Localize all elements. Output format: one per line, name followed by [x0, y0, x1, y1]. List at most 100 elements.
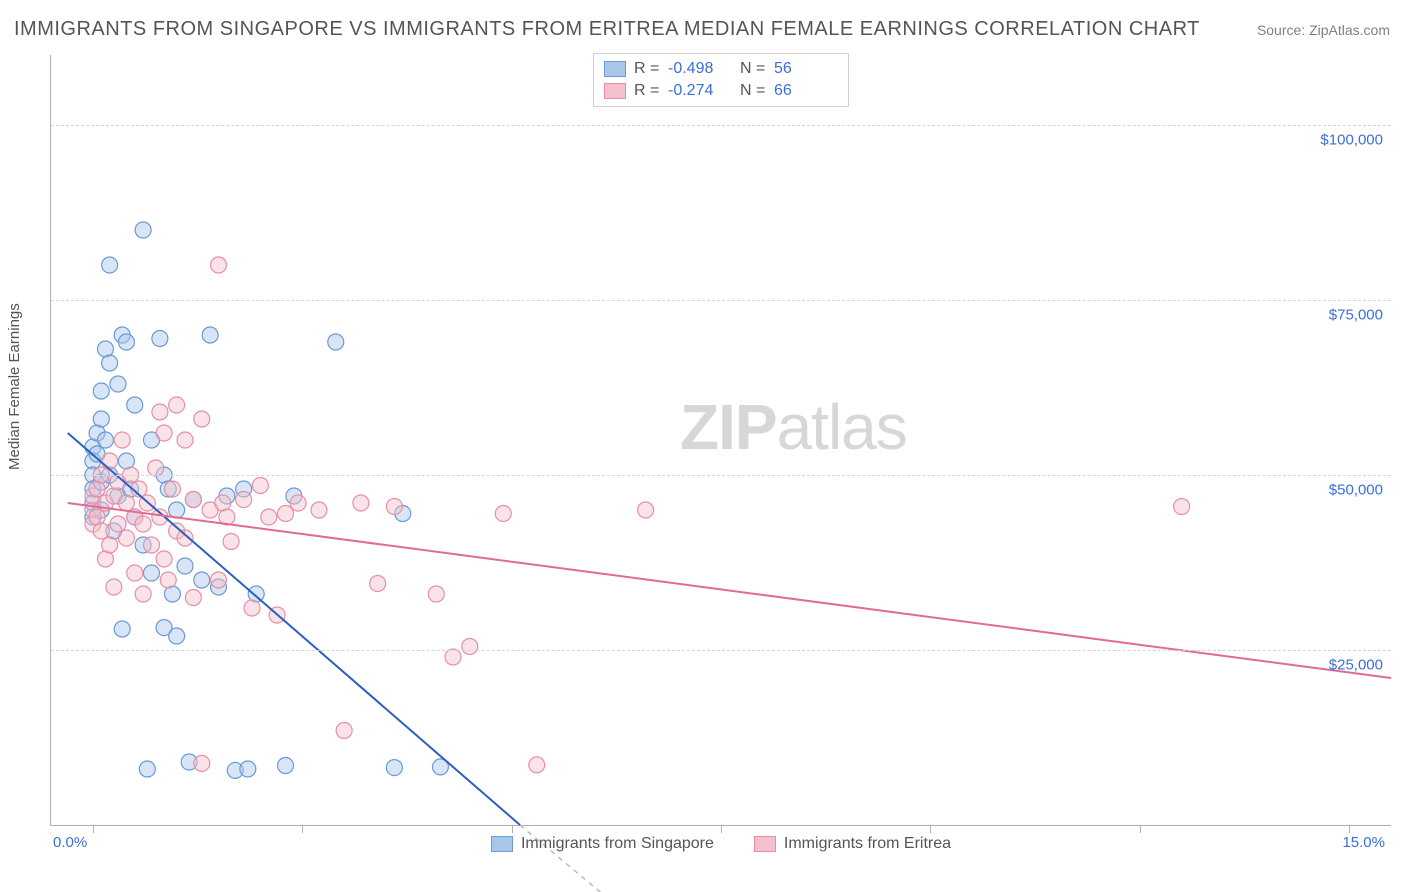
data-point [290, 495, 306, 511]
data-point [110, 516, 126, 532]
data-point [102, 355, 118, 371]
data-point [127, 565, 143, 581]
legend-r-value-eritrea: -0.274 [668, 82, 732, 100]
chart-title: IMMIGRANTS FROM SINGAPORE VS IMMIGRANTS … [14, 18, 1200, 41]
data-point [236, 492, 252, 508]
data-point [495, 506, 511, 522]
data-point [102, 453, 118, 469]
source-label: Source: ZipAtlas.com [1257, 22, 1390, 38]
data-point [97, 432, 113, 448]
data-point [244, 600, 260, 616]
data-point [252, 478, 268, 494]
data-point [1174, 499, 1190, 515]
plot-area: R = -0.498 N = 56 R = -0.274 N = 66 Immi… [50, 55, 1391, 826]
data-point [223, 534, 239, 550]
legend-series: Immigrants from Singapore Immigrants fro… [51, 835, 1391, 853]
legend-swatch-singapore [491, 836, 513, 852]
x-tick [93, 825, 94, 833]
legend-stats-row: R = -0.274 N = 66 [604, 80, 838, 102]
x-tick [930, 825, 931, 833]
data-point [194, 755, 210, 771]
data-point [93, 383, 109, 399]
legend-r-label: R = [634, 82, 660, 100]
legend-label-singapore: Immigrants from Singapore [521, 835, 714, 853]
legend-r-value-singapore: -0.498 [668, 60, 732, 78]
x-tick [1140, 825, 1141, 833]
gridline-h [51, 125, 1391, 126]
data-point [114, 432, 130, 448]
y-tick-label: $25,000 [1329, 657, 1383, 674]
data-point [353, 495, 369, 511]
y-tick-label: $75,000 [1329, 307, 1383, 324]
data-point [144, 537, 160, 553]
data-point [135, 586, 151, 602]
y-axis-label: Median Female Earnings [6, 303, 23, 470]
data-point [445, 649, 461, 665]
data-point [529, 757, 545, 773]
source-link[interactable]: ZipAtlas.com [1309, 22, 1390, 38]
legend-item-eritrea: Immigrants from Eritrea [754, 835, 951, 853]
legend-r-label: R = [634, 60, 660, 78]
legend-swatch-eritrea [604, 83, 626, 99]
data-point [185, 492, 201, 508]
legend-item-singapore: Immigrants from Singapore [491, 835, 714, 853]
data-point [194, 411, 210, 427]
data-point [127, 397, 143, 413]
x-tick [512, 825, 513, 833]
x-tick [302, 825, 303, 833]
data-point [160, 572, 176, 588]
data-point [370, 576, 386, 592]
data-point [177, 432, 193, 448]
data-point [386, 760, 402, 776]
gridline-h [51, 300, 1391, 301]
data-point [102, 537, 118, 553]
data-point [118, 530, 134, 546]
source-prefix: Source: [1257, 22, 1309, 38]
x-tick [1349, 825, 1350, 833]
data-point [148, 460, 164, 476]
data-point [135, 222, 151, 238]
data-point [93, 523, 109, 539]
legend-stats-row: R = -0.498 N = 56 [604, 58, 838, 80]
x-tick [721, 825, 722, 833]
data-point [169, 397, 185, 413]
plot-svg [51, 55, 1391, 825]
legend-label-eritrea: Immigrants from Eritrea [784, 835, 951, 853]
trend-line [68, 503, 1391, 678]
legend-swatch-eritrea [754, 836, 776, 852]
data-point [164, 481, 180, 497]
data-point [152, 404, 168, 420]
data-point [386, 499, 402, 515]
data-point [156, 551, 172, 567]
data-point [261, 509, 277, 525]
data-point [118, 495, 134, 511]
data-point [110, 376, 126, 392]
data-point [428, 586, 444, 602]
data-point [177, 530, 193, 546]
data-point [311, 502, 327, 518]
data-point [328, 334, 344, 350]
data-point [135, 516, 151, 532]
legend-n-label: N = [740, 82, 766, 100]
data-point [169, 502, 185, 518]
data-point [240, 761, 256, 777]
data-point [106, 579, 122, 595]
data-point [156, 425, 172, 441]
data-point [462, 639, 478, 655]
data-point [194, 572, 210, 588]
data-point [278, 758, 294, 774]
data-point [638, 502, 654, 518]
data-point [152, 331, 168, 347]
data-point [185, 590, 201, 606]
data-point [118, 334, 134, 350]
data-point [336, 723, 352, 739]
data-point [93, 411, 109, 427]
data-point [114, 621, 130, 637]
legend-swatch-singapore [604, 61, 626, 77]
data-point [102, 257, 118, 273]
y-tick-label: $100,000 [1320, 132, 1383, 149]
legend-n-label: N = [740, 60, 766, 78]
data-point [211, 257, 227, 273]
data-point [139, 761, 155, 777]
gridline-h [51, 475, 1391, 476]
